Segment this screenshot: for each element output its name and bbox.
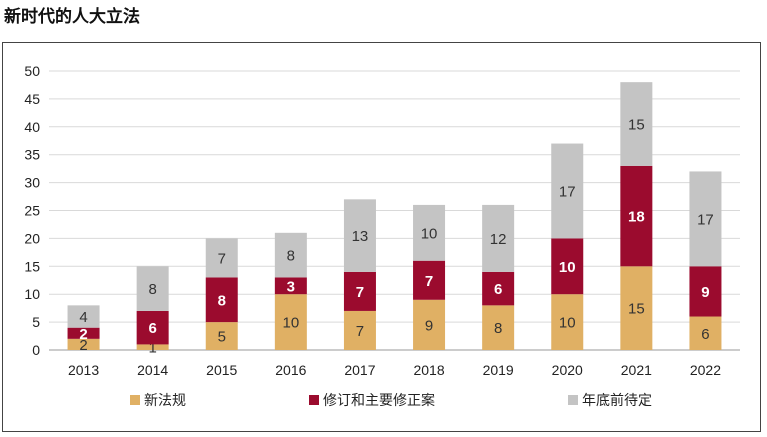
x-axis-ticks: 2013 2014 2015 2016 2017 2018 2019 2020 2021 2022 <box>68 362 721 378</box>
bar-segment <box>67 338 100 350</box>
bar-segment <box>413 299 446 350</box>
legend-label: 年底前待定 <box>582 392 652 409</box>
bar-series: 2241685871038771397108612101017151815691… <box>67 82 722 357</box>
legend: 新法规 修订和主要修正案 年底前待定 <box>130 392 652 409</box>
bar-segment <box>620 266 653 350</box>
bar-segment <box>413 260 446 300</box>
y-tick-label: 45 <box>24 91 40 107</box>
data-label: 6 <box>701 326 709 343</box>
data-label: 2 <box>79 326 87 343</box>
data-label: 12 <box>490 231 507 248</box>
x-tick-label: 2016 <box>275 362 306 378</box>
y-tick-label: 50 <box>24 63 40 79</box>
bar-segment <box>482 204 515 272</box>
chart-title: 新时代的人大立法 <box>4 7 140 27</box>
data-label: 1 <box>148 340 156 357</box>
bar-segment <box>689 171 722 267</box>
data-label: 4 <box>79 309 87 326</box>
bar-segment <box>67 305 100 328</box>
data-label: 17 <box>559 183 576 200</box>
legend-label: 新法规 <box>144 393 186 409</box>
bar-segment <box>274 294 307 350</box>
data-label: 7 <box>218 250 226 267</box>
data-label: 6 <box>148 320 156 337</box>
legend-label: 修订和主要修正案 <box>323 392 435 409</box>
x-tick-label: 2022 <box>690 362 721 378</box>
y-tick-label: 20 <box>24 230 40 246</box>
y-tick-label: 30 <box>24 175 40 191</box>
bar-segment <box>551 294 584 350</box>
bar-segment <box>551 143 584 239</box>
x-tick-label: 2018 <box>413 362 444 378</box>
bar-segment <box>136 344 169 350</box>
data-label: 7 <box>425 273 433 290</box>
y-tick-label: 25 <box>24 203 40 219</box>
data-label: 8 <box>148 281 156 298</box>
data-label: 7 <box>356 323 364 340</box>
x-tick-label: 2017 <box>344 362 375 378</box>
data-label: 7 <box>356 284 364 301</box>
bar-segment <box>482 271 515 306</box>
data-label: 6 <box>494 281 502 298</box>
data-label: 10 <box>283 315 300 332</box>
bar-segment <box>205 322 238 350</box>
data-label: 3 <box>287 278 295 295</box>
data-label: 15 <box>628 117 645 134</box>
bar-segment <box>67 327 100 339</box>
data-label: 8 <box>287 248 295 265</box>
bar-segment <box>482 305 515 350</box>
x-tick-label: 2021 <box>621 362 652 378</box>
bar-segment <box>205 238 238 278</box>
bar-segment <box>620 165 653 267</box>
data-label: 17 <box>697 211 714 228</box>
x-tick-label: 2019 <box>483 362 514 378</box>
data-label: 2 <box>79 337 87 354</box>
x-tick-label: 2013 <box>68 362 99 378</box>
legend-swatch <box>309 395 319 405</box>
bar-segment <box>343 271 376 311</box>
x-tick-label: 2014 <box>137 362 168 378</box>
x-tick-label: 2020 <box>552 362 583 378</box>
bar-segment <box>205 277 238 323</box>
legend-swatch <box>130 395 140 405</box>
data-label: 9 <box>701 284 709 301</box>
y-axis-ticks: 0 5 10 15 20 25 30 35 40 45 50 <box>24 63 40 358</box>
bar-segment <box>136 266 169 311</box>
y-tick-label: 10 <box>24 286 40 302</box>
bar-segment <box>551 238 584 295</box>
data-label: 18 <box>628 209 645 226</box>
bar-segment <box>689 316 722 350</box>
data-label: 13 <box>352 228 369 245</box>
data-label: 10 <box>559 259 576 276</box>
bar-segment <box>274 232 307 278</box>
data-label: 10 <box>559 315 576 332</box>
x-tick-label: 2015 <box>206 362 237 378</box>
data-label: 8 <box>218 292 226 309</box>
bar-segment <box>343 199 376 272</box>
legend-swatch <box>568 395 578 405</box>
y-tick-label: 5 <box>32 314 40 330</box>
data-label: 15 <box>628 301 645 318</box>
y-tick-label: 0 <box>32 342 40 358</box>
y-tick-label: 40 <box>24 119 40 135</box>
data-label: 9 <box>425 317 433 334</box>
bar-segment <box>620 82 653 166</box>
y-tick-label: 35 <box>24 147 40 163</box>
data-label: 10 <box>421 225 438 242</box>
bar-segment <box>413 204 446 261</box>
chart-frame <box>2 42 761 432</box>
data-label: 8 <box>494 320 502 337</box>
bar-segment <box>274 277 307 295</box>
data-label: 5 <box>218 329 226 346</box>
bar-segment <box>689 266 722 317</box>
bar-segment <box>343 310 376 350</box>
y-tick-label: 15 <box>24 258 40 274</box>
bar-segment <box>136 310 169 345</box>
